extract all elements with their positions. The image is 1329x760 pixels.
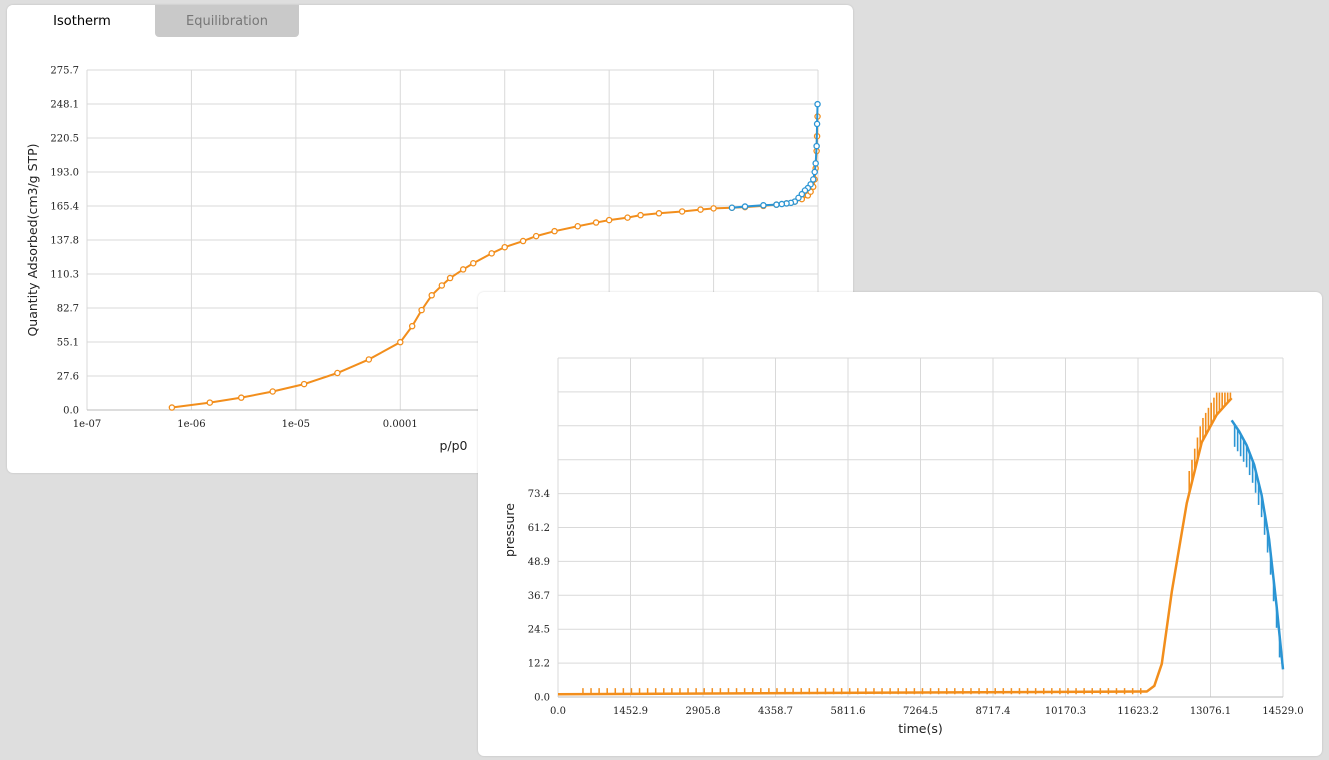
y-tick-label: 12.2	[528, 659, 550, 670]
desorption-point	[814, 100, 821, 108]
adsorption-point	[428, 292, 435, 299]
desorption-point	[812, 160, 819, 167]
y-tick-label: 48.9	[528, 557, 550, 568]
adsorption-point	[397, 338, 404, 346]
y-tick-label: 82.7	[57, 304, 79, 315]
y-tick-label: 248.1	[50, 100, 79, 111]
y-tick-label: 193.0	[50, 168, 79, 179]
y-tick-label: 0.0	[534, 693, 550, 704]
desorption-point	[809, 176, 817, 183]
x-tick-label: 14529.0	[1262, 706, 1303, 717]
adsorption-point	[488, 250, 495, 257]
x-tick-label: 8717.4	[976, 706, 1011, 717]
x-tick-label: 5811.6	[831, 706, 866, 717]
adsorption-point	[470, 259, 477, 267]
adsorption-point	[269, 388, 276, 395]
x-tick-label: 11623.2	[1117, 706, 1158, 717]
adsorption-point	[605, 216, 613, 224]
adsorption-point	[624, 214, 631, 221]
x-tick-label: 4358.7	[758, 706, 793, 717]
x-tick-label: 1452.9	[613, 706, 648, 717]
x-tick-label: 0.0001	[383, 419, 418, 430]
adsorption-point	[710, 205, 717, 212]
y-tick-label: 220.5	[50, 134, 79, 145]
x-axis-title: time(s)	[898, 721, 943, 736]
adsorption-point	[418, 306, 425, 314]
x-tick-label: 2905.8	[686, 706, 721, 717]
adsorption-point	[238, 394, 245, 401]
y-tick-label: 73.4	[528, 489, 550, 500]
adsorption-point	[697, 206, 704, 213]
desorption-point	[773, 201, 780, 208]
adsorption-point	[438, 282, 446, 289]
adsorption-point	[655, 210, 663, 217]
y-tick-label: 137.8	[50, 236, 79, 247]
adsorption-point	[206, 399, 214, 406]
y-tick-label: 61.2	[528, 523, 550, 534]
adsorption-point	[365, 356, 373, 363]
x-axis-title: p/p0	[439, 438, 467, 453]
y-tick-label: 110.3	[50, 270, 79, 281]
y-tick-label: 0.0	[63, 406, 79, 417]
desorption-point	[778, 200, 786, 208]
y-tick-label: 24.5	[528, 625, 550, 636]
adsorption-point	[637, 211, 644, 219]
desorption-point	[760, 202, 767, 209]
desorption-point	[813, 142, 820, 150]
adsorption-point	[678, 208, 686, 215]
adsorption-point	[532, 232, 540, 240]
y-tick-label: 165.4	[50, 202, 79, 213]
y-tick-label: 275.7	[50, 66, 79, 77]
adsorption-point	[592, 219, 600, 226]
desorption-point	[795, 194, 802, 202]
x-tick-label: 13076.1	[1190, 706, 1231, 717]
adsorption-point	[446, 274, 454, 282]
desorption-point	[728, 204, 736, 212]
adsorption-point	[300, 380, 308, 388]
x-tick-label: 7264.5	[903, 706, 938, 717]
y-tick-label: 27.6	[57, 372, 79, 383]
y-axis-title: pressure	[502, 503, 517, 557]
adsorption-point	[501, 243, 508, 251]
adsorption-point	[168, 404, 176, 411]
adsorption-point	[574, 222, 581, 230]
tab-equilibration[interactable]: Equilibration	[155, 5, 299, 37]
adsorption-point	[551, 227, 558, 235]
x-tick-label: 1e-05	[282, 419, 310, 430]
desorption-point	[813, 120, 821, 128]
adsorption-point	[459, 266, 467, 273]
adsorption-point	[334, 369, 341, 377]
x-tick-label: 10170.3	[1045, 706, 1086, 717]
adsorption-point	[519, 237, 527, 245]
y-tick-label: 36.7	[528, 591, 550, 602]
x-tick-label: 1e-07	[73, 419, 101, 430]
adsorption-point	[408, 322, 416, 330]
x-tick-label: 1e-06	[177, 419, 205, 430]
x-tick-label: 0.0	[550, 706, 566, 717]
y-axis-title: Quantity Adsorbed(cm3/g STP)	[25, 143, 40, 336]
tab-bar: Isotherm Equilibration	[7, 5, 307, 41]
equilibration-panel: 0.0 1452.9 2905.8 4358.7 5811.6 7264.5 8717.4 1…	[478, 292, 1322, 756]
equilibration-chart: 0.0 1452.9 2905.8 4358.7 5811.6 7264.5 8717.4 1…	[502, 357, 1304, 736]
desorption-point	[741, 203, 749, 210]
desorption-point	[811, 168, 818, 176]
desorption-pressure-line	[1230, 419, 1285, 670]
tab-isotherm[interactable]: Isotherm	[7, 5, 157, 37]
dose-pressure-line	[557, 397, 1233, 696]
y-tick-label: 55.1	[57, 338, 79, 349]
